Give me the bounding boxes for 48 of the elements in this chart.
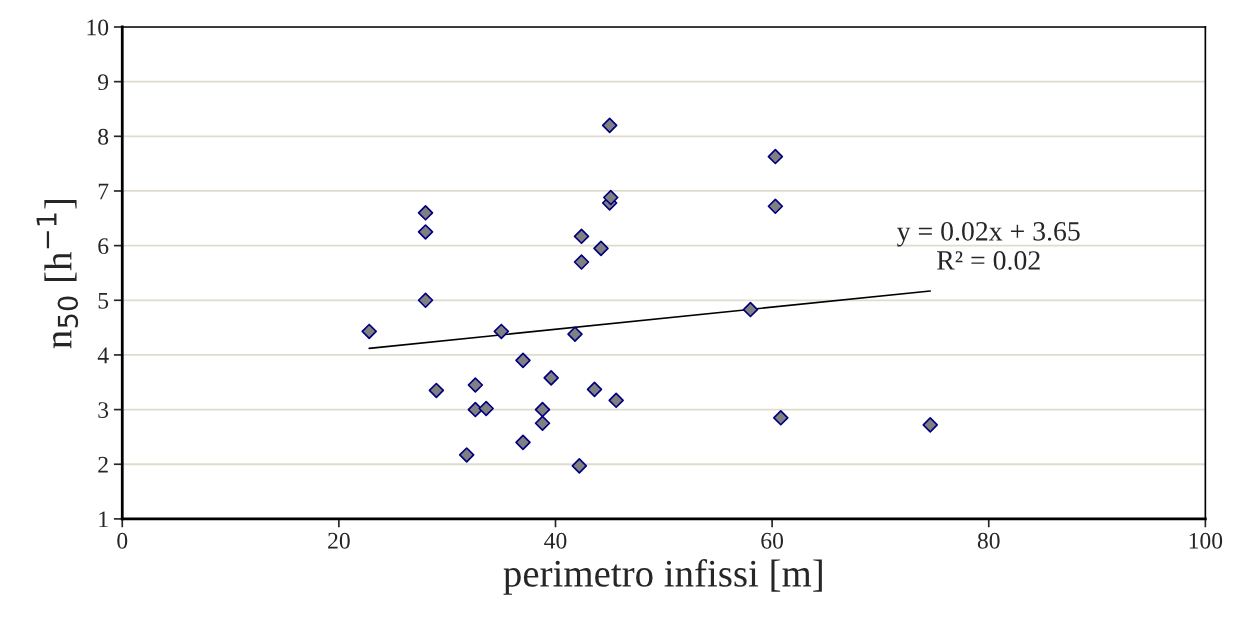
y-tick-label: 8	[98, 128, 109, 145]
point	[922, 417, 939, 433]
point	[567, 326, 583, 342]
point	[417, 292, 434, 309]
x-tick-label: 20	[328, 532, 350, 549]
y-tick-label: 5	[98, 293, 109, 309]
point	[534, 401, 551, 418]
point	[515, 352, 531, 369]
point	[428, 382, 445, 399]
point	[742, 301, 759, 318]
point	[767, 148, 784, 165]
point	[593, 240, 609, 257]
point	[458, 447, 475, 463]
x-tick-label: 60	[761, 532, 784, 549]
y-tick-label: 10	[87, 19, 109, 36]
point	[478, 400, 494, 417]
point	[602, 189, 619, 206]
y-tick-label: 7	[98, 183, 109, 200]
point	[493, 323, 510, 340]
y-tick-label: 9	[98, 74, 109, 91]
point	[586, 381, 603, 398]
point	[417, 224, 434, 240]
point	[361, 323, 377, 340]
x-tick-label: 40	[544, 532, 567, 549]
point	[417, 205, 434, 221]
point	[467, 401, 484, 418]
point	[543, 370, 559, 386]
y-tick-label: 6	[98, 238, 109, 255]
point	[573, 228, 590, 245]
annotation: y = 0.02x + 3.65 R² = 0.02	[897, 221, 1080, 270]
x-tick-label: 80	[977, 532, 1000, 549]
point	[571, 458, 588, 474]
y-axis-title: n$_{50}$ [h$^{−1}$]	[36, 199, 79, 349]
point	[767, 198, 784, 215]
y-tick-label: 4	[97, 347, 109, 364]
point	[773, 410, 789, 426]
x-axis-title: perimetro infissi [m]	[503, 559, 822, 595]
y-tick-label: 2	[98, 456, 108, 473]
point	[467, 377, 484, 393]
x-tick-label: 0	[117, 532, 128, 549]
y-tick-label: 3	[98, 402, 109, 419]
point	[601, 117, 618, 134]
y-tick-label: 1	[99, 511, 108, 528]
x-tick-label: 100	[1189, 532, 1223, 549]
point	[515, 434, 531, 451]
point	[573, 254, 590, 270]
point	[534, 415, 551, 432]
point	[608, 392, 624, 409]
